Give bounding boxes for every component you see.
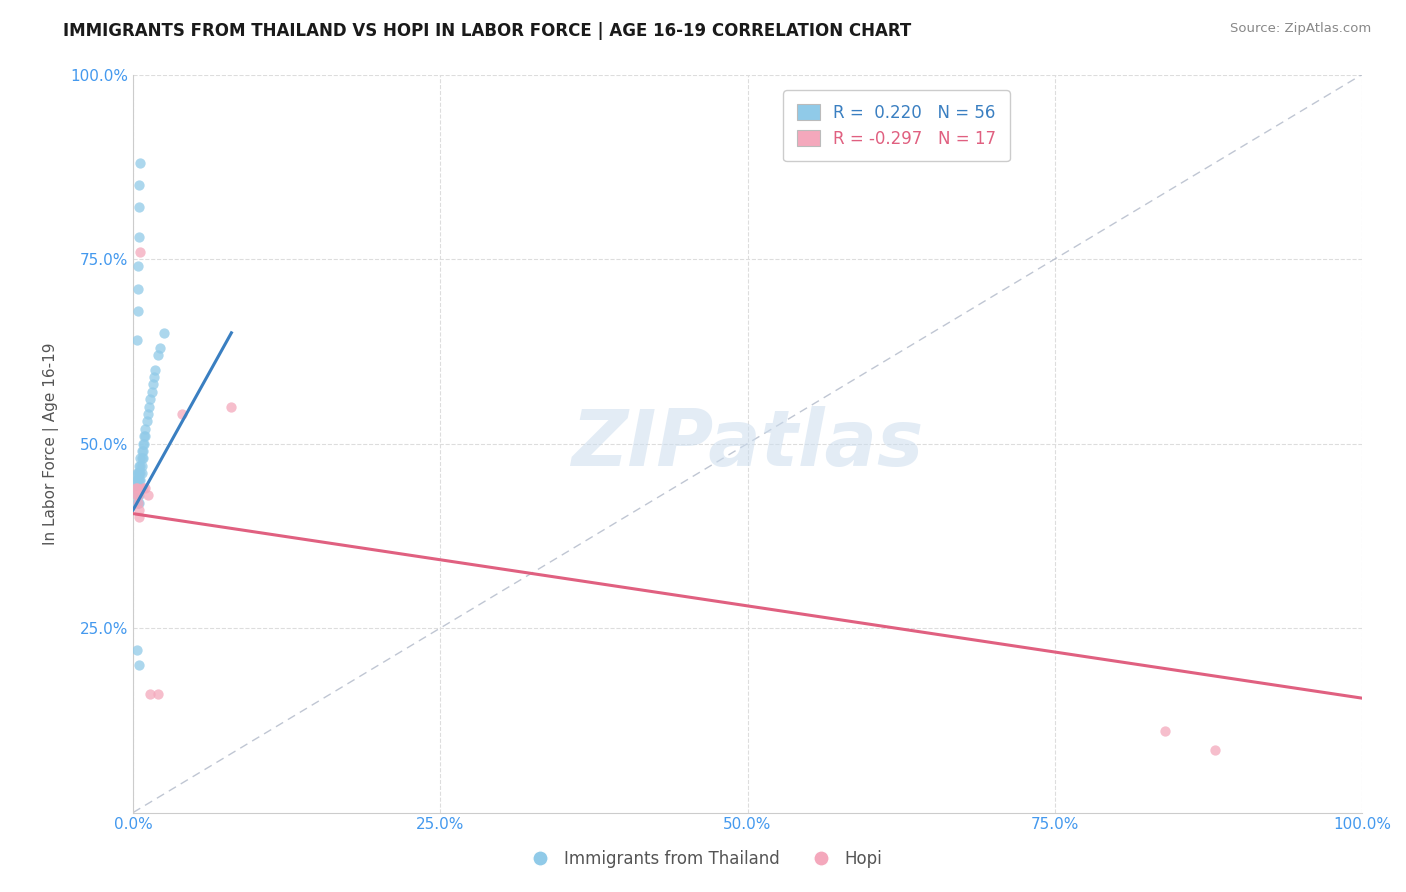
Point bbox=[128, 495, 150, 509]
Point bbox=[127, 474, 149, 488]
Point bbox=[128, 503, 150, 517]
Point bbox=[124, 481, 146, 495]
Point bbox=[127, 303, 149, 318]
Point bbox=[136, 488, 159, 502]
Point bbox=[136, 407, 159, 421]
Point bbox=[172, 407, 194, 421]
Point bbox=[125, 643, 148, 657]
Point bbox=[143, 362, 166, 376]
Point bbox=[132, 481, 155, 495]
Point bbox=[221, 400, 243, 414]
Point bbox=[129, 458, 152, 473]
Point bbox=[149, 341, 172, 355]
Point bbox=[128, 230, 150, 244]
Point bbox=[128, 458, 150, 473]
Point bbox=[127, 495, 149, 509]
Point bbox=[127, 495, 149, 509]
Point bbox=[139, 392, 162, 407]
Point bbox=[127, 481, 149, 495]
Point bbox=[128, 466, 150, 480]
Point bbox=[129, 451, 152, 466]
Point bbox=[131, 451, 153, 466]
Point bbox=[135, 414, 157, 428]
Point bbox=[128, 488, 150, 502]
Point bbox=[128, 657, 150, 672]
Point bbox=[1154, 724, 1177, 739]
Point bbox=[129, 481, 152, 495]
Point bbox=[134, 481, 156, 495]
Point bbox=[153, 326, 176, 340]
Point bbox=[125, 488, 148, 502]
Point bbox=[127, 281, 149, 295]
Y-axis label: In Labor Force | Age 16-19: In Labor Force | Age 16-19 bbox=[44, 343, 59, 545]
Point bbox=[132, 451, 155, 466]
Legend: R =  0.220   N = 56, R = -0.297   N = 17: R = 0.220 N = 56, R = -0.297 N = 17 bbox=[783, 90, 1010, 161]
Point bbox=[131, 458, 153, 473]
Point bbox=[125, 474, 148, 488]
Point bbox=[131, 466, 153, 480]
Point bbox=[128, 510, 150, 524]
Point bbox=[146, 688, 169, 702]
Text: Source: ZipAtlas.com: Source: ZipAtlas.com bbox=[1230, 22, 1371, 36]
Point bbox=[125, 481, 148, 495]
Point bbox=[125, 466, 148, 480]
Point bbox=[127, 481, 149, 495]
Point bbox=[129, 474, 152, 488]
Point bbox=[127, 466, 149, 480]
Point bbox=[128, 474, 150, 488]
Text: IMMIGRANTS FROM THAILAND VS HOPI IN LABOR FORCE | AGE 16-19 CORRELATION CHART: IMMIGRANTS FROM THAILAND VS HOPI IN LABO… bbox=[63, 22, 911, 40]
Point bbox=[128, 178, 150, 193]
Point bbox=[124, 481, 146, 495]
Point bbox=[1204, 743, 1226, 757]
Text: ZIPatlas: ZIPatlas bbox=[571, 406, 924, 482]
Point bbox=[134, 436, 156, 450]
Point bbox=[146, 348, 169, 362]
Point bbox=[127, 260, 149, 274]
Point bbox=[125, 488, 148, 502]
Point bbox=[125, 481, 148, 495]
Point bbox=[132, 436, 155, 450]
Point bbox=[139, 688, 162, 702]
Point bbox=[132, 444, 155, 458]
Point bbox=[125, 495, 148, 509]
Point bbox=[134, 422, 156, 436]
Point bbox=[129, 466, 152, 480]
Point bbox=[134, 429, 156, 443]
Legend: Immigrants from Thailand, Hopi: Immigrants from Thailand, Hopi bbox=[517, 844, 889, 875]
Point bbox=[125, 333, 148, 347]
Point bbox=[141, 384, 163, 399]
Point bbox=[127, 488, 149, 502]
Point bbox=[127, 488, 149, 502]
Point bbox=[128, 481, 150, 495]
Point bbox=[129, 156, 152, 170]
Point bbox=[143, 370, 166, 384]
Point bbox=[142, 377, 165, 392]
Point bbox=[124, 474, 146, 488]
Point bbox=[129, 244, 152, 259]
Point bbox=[131, 444, 153, 458]
Point bbox=[134, 429, 156, 443]
Point bbox=[128, 200, 150, 214]
Point bbox=[138, 400, 160, 414]
